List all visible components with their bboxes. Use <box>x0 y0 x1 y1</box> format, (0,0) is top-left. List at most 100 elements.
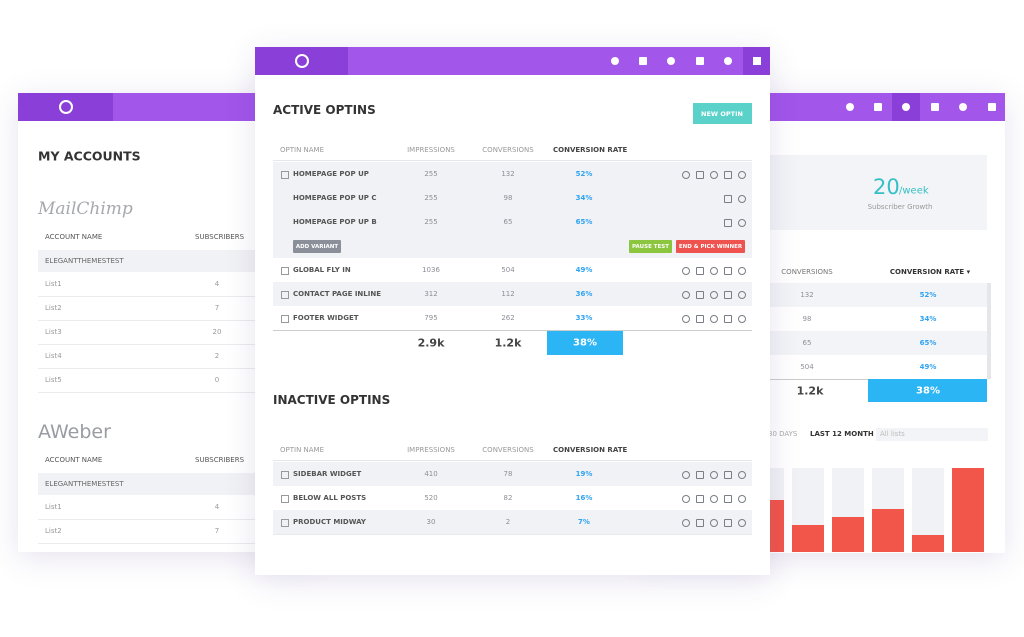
list-name: List1 <box>45 503 62 511</box>
row-action-icon[interactable] <box>724 195 732 203</box>
list-select[interactable] <box>876 428 988 441</box>
row-action-icon[interactable] <box>724 471 732 479</box>
bar <box>872 509 904 552</box>
home-icon[interactable] <box>753 57 761 65</box>
row-action-icon[interactable] <box>738 219 746 227</box>
nav-icon[interactable] <box>667 57 675 65</box>
account-row <box>38 473 318 495</box>
row-action-icon[interactable] <box>738 267 746 275</box>
table-row <box>750 307 987 332</box>
column-header: OPTIN NAME <box>280 146 325 154</box>
list-name: List2 <box>45 304 62 312</box>
nav-icon[interactable] <box>696 57 704 65</box>
action-button[interactable] <box>676 240 745 253</box>
row-action-icon[interactable] <box>710 315 718 323</box>
row-action-icon[interactable] <box>682 471 690 479</box>
table-row <box>750 283 987 308</box>
conversion-rate: 52% <box>919 291 937 299</box>
total-line <box>273 330 752 331</box>
row-action-icon[interactable] <box>682 315 690 323</box>
row-action-icon[interactable] <box>724 519 732 527</box>
column-header: ACCOUNT NAME <box>45 456 103 464</box>
row-action-icon[interactable] <box>724 291 732 299</box>
provider-logo: MailChimp <box>38 199 133 219</box>
new-optin-label: NEW OPTIN <box>701 110 743 118</box>
optin-type-icon <box>281 471 289 479</box>
optin-type-icon <box>281 171 289 179</box>
row-action-icon[interactable] <box>696 267 704 275</box>
row-action-icon[interactable] <box>710 291 718 299</box>
row-action-icon[interactable] <box>724 315 732 323</box>
impressions: 255 <box>424 194 438 202</box>
table-row <box>750 331 987 356</box>
row-action-icon[interactable] <box>710 471 718 479</box>
filter-option[interactable]: LAST 12 MONTH <box>810 430 874 438</box>
conversions: 65 <box>802 339 812 347</box>
total-conversions: 1.2k <box>494 336 522 350</box>
row-action-icon[interactable] <box>738 519 746 527</box>
logo-area <box>255 47 348 75</box>
nav-icon[interactable] <box>611 57 619 65</box>
growth-label: Subscriber Growth <box>867 203 933 211</box>
conversions: 2 <box>505 518 511 526</box>
select-value: All lists <box>880 430 905 438</box>
row-action-icon[interactable] <box>696 315 704 323</box>
subscriber-count: 7 <box>214 527 220 535</box>
nav-icon[interactable] <box>846 103 854 111</box>
row-action-icon[interactable] <box>696 495 704 503</box>
row-action-icon[interactable] <box>682 495 690 503</box>
logo-area <box>18 93 113 121</box>
row-action-icon[interactable] <box>682 291 690 299</box>
bar <box>832 517 864 552</box>
action-button[interactable] <box>629 240 672 253</box>
row-action-icon[interactable] <box>738 495 746 503</box>
nav-icon[interactable] <box>959 103 967 111</box>
logo-icon <box>58 100 73 114</box>
row-action-icon[interactable] <box>696 291 704 299</box>
row-action-icon[interactable] <box>738 315 746 323</box>
list-name: List2 <box>45 527 62 535</box>
table-row <box>273 258 752 283</box>
row-action-icon[interactable] <box>682 171 690 179</box>
row-action-icon[interactable] <box>724 171 732 179</box>
row-action-icon[interactable] <box>738 171 746 179</box>
account-name: ELEGANTTHEMESTEST <box>45 480 124 488</box>
section-title: INACTIVE OPTINS <box>273 393 391 407</box>
list-name: List1 <box>45 280 62 288</box>
row-action-icon[interactable] <box>682 267 690 275</box>
nav-icon[interactable] <box>931 103 939 111</box>
impressions: 255 <box>424 218 438 226</box>
row-action-icon[interactable] <box>710 519 718 527</box>
subscriber-count: 4 <box>214 280 220 288</box>
conversion-rate: 65% <box>575 218 593 226</box>
row-action-icon[interactable] <box>710 171 718 179</box>
action-button[interactable] <box>293 240 341 253</box>
row-action-icon[interactable] <box>738 195 746 203</box>
nav-icon[interactable] <box>639 57 647 65</box>
nav-icon[interactable] <box>902 103 910 111</box>
panel-title: MY ACCOUNTS <box>38 148 141 164</box>
row-divider <box>38 392 318 393</box>
row-action-icon[interactable] <box>738 291 746 299</box>
row-action-icon[interactable] <box>696 171 704 179</box>
row-action-icon[interactable] <box>696 471 704 479</box>
bar <box>792 525 824 552</box>
nav-icon[interactable] <box>874 103 882 111</box>
row-action-icon[interactable] <box>710 495 718 503</box>
row-action-icon[interactable] <box>724 267 732 275</box>
provider-logo: AWeber <box>38 421 111 443</box>
row-action-icon[interactable] <box>738 471 746 479</box>
impressions: 312 <box>424 290 438 298</box>
header-line <box>273 460 752 461</box>
column-header: ACCOUNT NAME <box>45 233 103 241</box>
row-action-icon[interactable] <box>682 519 690 527</box>
nav-icon[interactable] <box>724 57 732 65</box>
nav-icon[interactable] <box>988 103 996 111</box>
row-action-icon[interactable] <box>710 267 718 275</box>
row-action-icon[interactable] <box>724 495 732 503</box>
optin-name: BELOW ALL POSTS <box>293 494 367 502</box>
row-action-icon[interactable] <box>696 519 704 527</box>
row-action-icon[interactable] <box>724 219 732 227</box>
new-optin-button[interactable] <box>693 103 752 124</box>
conversion-rate: 49% <box>919 363 937 371</box>
